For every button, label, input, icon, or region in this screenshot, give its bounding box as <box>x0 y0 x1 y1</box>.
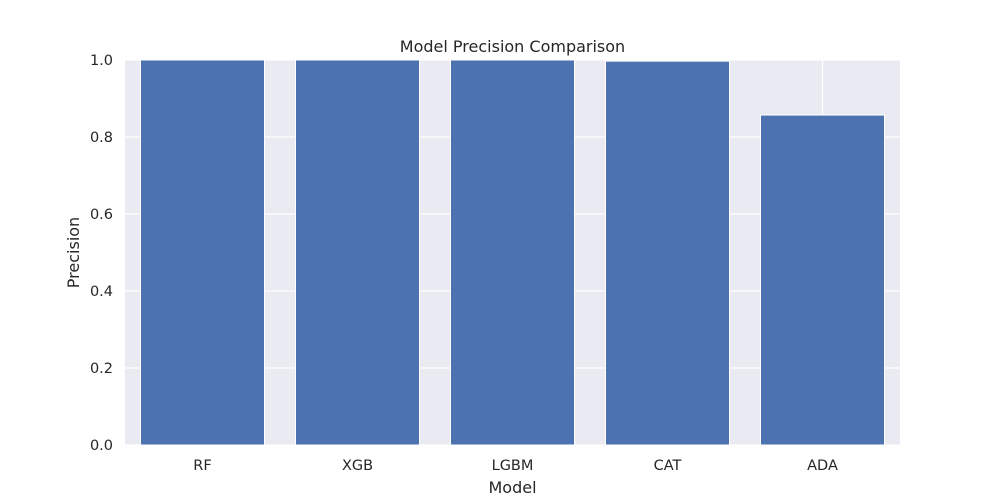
y-axis-label: Precision <box>64 217 83 288</box>
bar-xgb <box>295 59 420 446</box>
y-tick-label: 0.4 <box>90 284 113 300</box>
x-axis-label: Model <box>488 478 536 497</box>
y-tick-label: 0.2 <box>90 361 113 377</box>
chart-title: Model Precision Comparison <box>400 37 625 56</box>
y-tick-label: 1.0 <box>90 53 113 69</box>
x-tick-label: ADA <box>807 458 838 474</box>
y-tick-label: 0.0 <box>90 438 113 454</box>
bar-lgbm <box>450 59 575 446</box>
x-tick-labels: RF XGB LGBM CAT ADA <box>193 458 838 474</box>
bar-ada <box>760 114 885 446</box>
y-tick-labels: 0.0 0.2 0.4 0.6 0.8 1.0 <box>90 53 113 454</box>
x-tick-label: RF <box>193 458 211 474</box>
x-tick-label: LGBM <box>492 458 534 474</box>
x-tick-label: CAT <box>654 458 682 474</box>
bars <box>140 59 885 446</box>
x-tick-label: XGB <box>342 458 373 474</box>
y-tick-label: 0.6 <box>90 207 113 223</box>
bar-cat <box>605 60 730 446</box>
bar-rf <box>140 59 265 446</box>
y-tick-label: 0.8 <box>90 130 113 146</box>
